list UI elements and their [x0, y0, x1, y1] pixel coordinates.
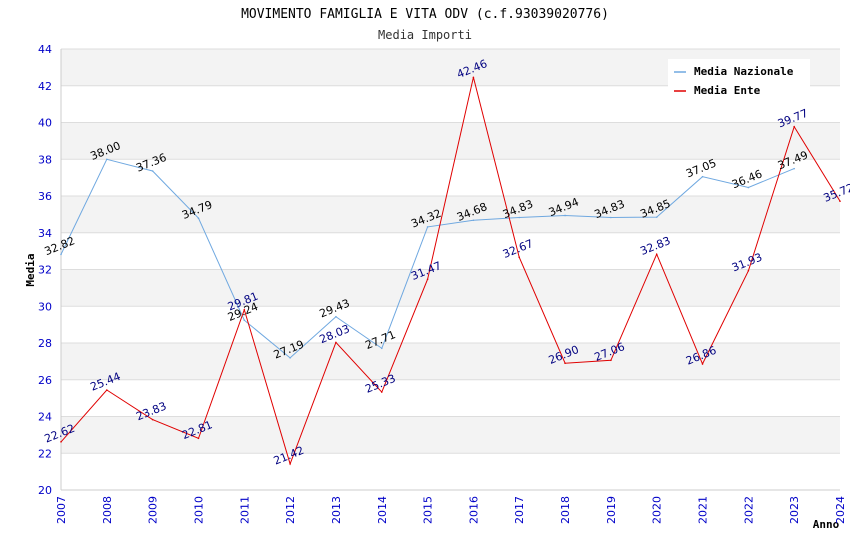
point-media-ente-2022 — [747, 269, 750, 272]
x-tick-2016: 2016 — [467, 496, 480, 524]
y-tick-labels: 20 22 24 26 28 30 32 34 36 38 40 42 44 — [38, 43, 52, 497]
legend-label-media-ente: Media Ente — [694, 84, 761, 97]
point-media-nazionale-2018 — [564, 214, 566, 217]
point-media-ente-2020 — [655, 253, 658, 256]
point-media-nazionale-2013 — [335, 315, 337, 318]
x-tick-2024: 2024 — [834, 496, 847, 524]
point-media-ente-2011 — [243, 308, 246, 311]
y-tick-26: 26 — [38, 374, 52, 387]
y-tick-38: 38 — [38, 153, 52, 166]
band-38 — [61, 122, 840, 160]
band-30 — [61, 269, 840, 307]
point-media-nazionale-2010 — [197, 217, 200, 220]
point-media-nazionale-2007 — [60, 253, 62, 256]
y-tick-40: 40 — [38, 117, 52, 130]
chart-subtitle: Media Importi — [378, 28, 472, 42]
x-tick-2012: 2012 — [284, 496, 297, 524]
series-lines — [60, 76, 841, 466]
x-tick-2021: 2021 — [697, 496, 710, 524]
y-tick-24: 24 — [38, 411, 52, 424]
y-tick-36: 36 — [38, 190, 52, 203]
x-tick-2010: 2010 — [192, 496, 205, 524]
x-tick-2017: 2017 — [513, 496, 526, 524]
band-34 — [61, 196, 840, 233]
x-tick-2009: 2009 — [147, 496, 160, 524]
x-axis-label: Anno — [813, 518, 840, 531]
point-media-nazionale-2011 — [243, 319, 246, 322]
point-media-nazionale-2014 — [380, 347, 383, 350]
point-media-ente-2009 — [151, 418, 154, 421]
data-label-media-ente-2020: 32.83 — [638, 234, 672, 258]
y-tick-28: 28 — [38, 337, 52, 350]
point-media-ente-2018 — [564, 362, 566, 365]
point-media-nazionale-2023 — [793, 167, 795, 170]
x-tick-2007: 2007 — [55, 496, 68, 524]
x-tick-2008: 2008 — [101, 496, 114, 524]
point-media-nazionale-2021 — [701, 175, 704, 178]
chart-title: MOVIMENTO FAMIGLIA E VITA ODV (c.f.93039… — [241, 7, 609, 22]
point-media-ente-2015 — [426, 278, 429, 281]
x-tick-2018: 2018 — [559, 496, 572, 524]
legend-label-media-nazionale: Media Nazionale — [694, 65, 794, 78]
point-media-ente-2014 — [380, 391, 383, 393]
y-tick-44: 44 — [38, 43, 52, 56]
x-tick-2022: 2022 — [742, 496, 755, 524]
point-media-ente-2024 — [839, 200, 841, 202]
x-tick-2019: 2019 — [605, 496, 618, 524]
series-line-media-ente — [60, 77, 841, 466]
y-tick-30: 30 — [38, 300, 52, 313]
point-media-nazionale-2009 — [151, 170, 154, 172]
x-tick-2014: 2014 — [376, 496, 389, 524]
x-tick-2011: 2011 — [238, 496, 251, 524]
background-bands — [61, 49, 840, 454]
point-media-nazionale-2015 — [426, 226, 429, 228]
y-axis-label: Media — [24, 253, 37, 286]
point-media-ente-2017 — [518, 256, 521, 258]
point-media-ente-2019 — [610, 359, 612, 362]
y-tick-42: 42 — [38, 80, 52, 93]
point-media-nazionale-2022 — [747, 186, 750, 189]
point-media-nazionale-2008 — [106, 158, 108, 161]
point-media-ente-2013 — [335, 341, 337, 344]
legend: Media Nazionale Media Ente — [668, 59, 810, 99]
point-media-nazionale-2016 — [472, 219, 475, 222]
point-media-ente-2008 — [106, 389, 108, 391]
series-line-media-nazionale — [60, 158, 795, 359]
y-tick-22: 22 — [38, 447, 52, 460]
point-media-ente-2023 — [793, 125, 795, 128]
point-media-nazionale-2019 — [610, 216, 612, 219]
x-tick-labels: 2007 2008 2009 2010 2011 2012 2013 2014 2015 2016… — [55, 496, 847, 524]
x-tick-2023: 2023 — [788, 496, 801, 524]
point-media-ente-2021 — [701, 363, 704, 365]
x-tick-2020: 2020 — [651, 496, 664, 524]
point-media-nazionale-2020 — [655, 216, 658, 218]
point-media-nazionale-2012 — [289, 357, 291, 359]
point-media-ente-2016 — [472, 76, 475, 79]
y-tick-32: 32 — [38, 264, 52, 277]
data-label-media-nazionale-2021: 37.05 — [684, 157, 718, 181]
point-media-ente-2007 — [60, 441, 62, 443]
x-tick-2013: 2013 — [330, 496, 343, 524]
y-tick-34: 34 — [38, 227, 52, 240]
gridlines — [60, 48, 840, 491]
band-26 — [61, 343, 840, 380]
x-tick-2015: 2015 — [422, 496, 435, 524]
data-label-media-ente-2017: 32.67 — [501, 237, 535, 261]
point-media-nazionale-2017 — [518, 216, 521, 219]
band-22 — [61, 416, 840, 454]
point-media-ente-2012 — [289, 463, 291, 465]
legend-box — [668, 59, 810, 99]
point-media-ente-2010 — [197, 437, 200, 440]
y-tick-20: 20 — [38, 484, 52, 497]
